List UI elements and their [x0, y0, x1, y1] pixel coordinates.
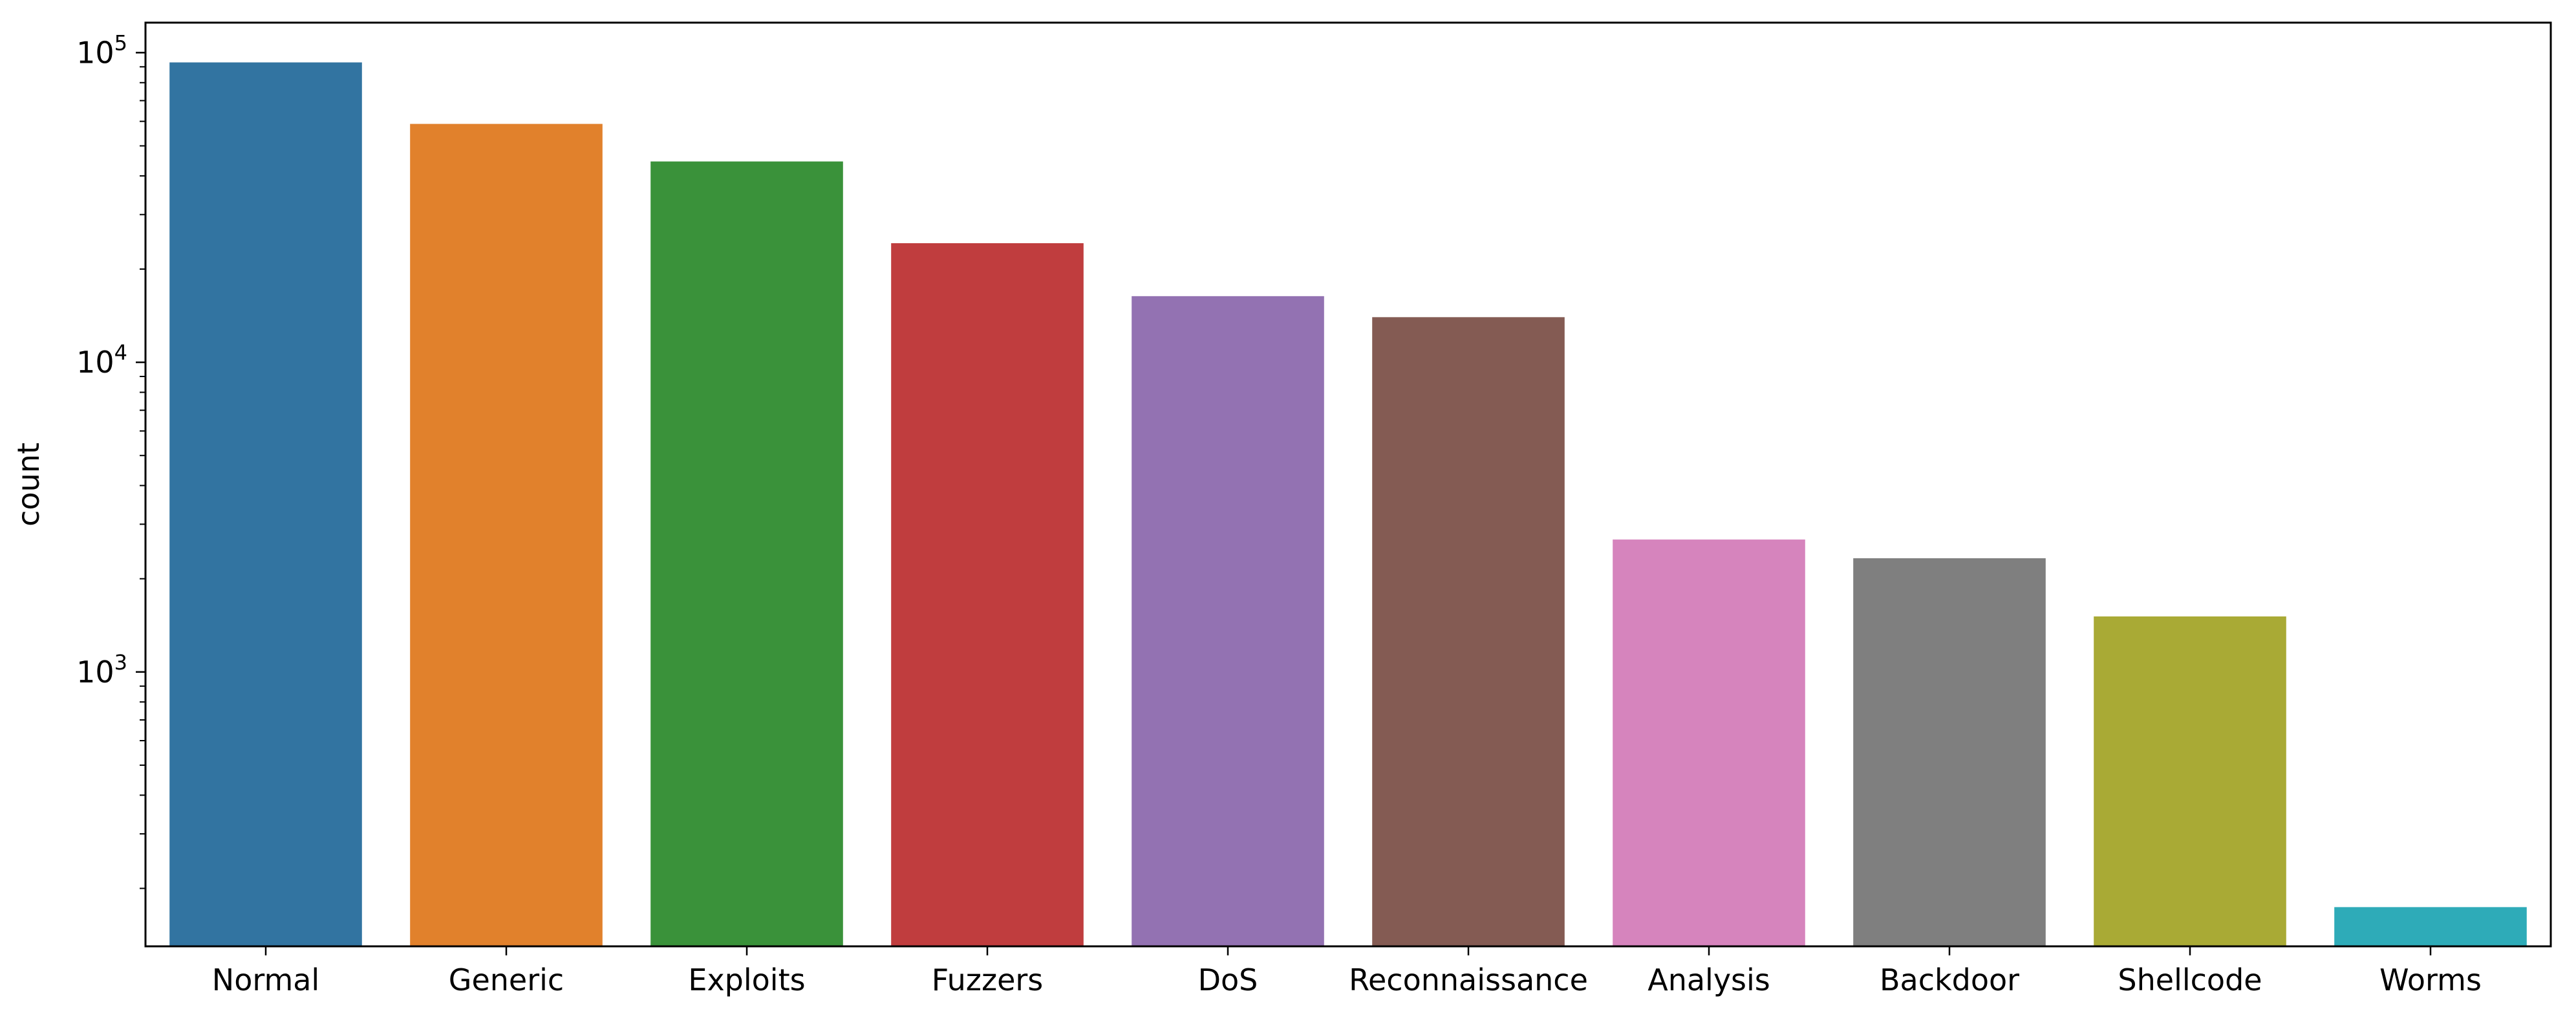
- y-axis-label: count: [11, 442, 46, 527]
- bar-shellcode: [2094, 616, 2286, 946]
- y-major-ticks: 103 104 105: [76, 30, 145, 690]
- x-tick-label: DoS: [1198, 962, 1258, 997]
- x-tick-label: Exploits: [688, 962, 805, 997]
- bar-analysis: [1613, 539, 1805, 946]
- bar-fuzzers: [891, 243, 1084, 947]
- bar-generic: [410, 124, 603, 946]
- y-tick-label: 104: [76, 340, 127, 380]
- bar-backdoor: [1853, 558, 2046, 946]
- bars-group: [169, 62, 2527, 947]
- bar-normal: [169, 62, 362, 947]
- bar-exploits: [650, 161, 843, 947]
- x-tick-label: Analysis: [1648, 962, 1770, 997]
- x-tick-label: Normal: [212, 962, 319, 997]
- bar-worms: [2334, 907, 2527, 946]
- x-tick-label: Generic: [449, 962, 564, 997]
- x-ticks: Normal Generic Exploits Fuzzers DoS Reconnais…: [212, 946, 2482, 997]
- x-tick-label: Shellcode: [2118, 962, 2262, 997]
- bar-reconnaissance: [1372, 317, 1565, 947]
- x-tick-label: Reconnaissance: [1349, 962, 1588, 997]
- x-tick-label: Backdoor: [1880, 962, 2019, 997]
- x-tick-label: Fuzzers: [932, 962, 1044, 997]
- y-tick-label: 105: [76, 30, 127, 70]
- plot-frame: [144, 21, 2552, 948]
- y-tick-label: 103: [76, 650, 127, 690]
- x-tick-label: Worms: [2379, 962, 2482, 997]
- bar-dos: [1132, 296, 1324, 946]
